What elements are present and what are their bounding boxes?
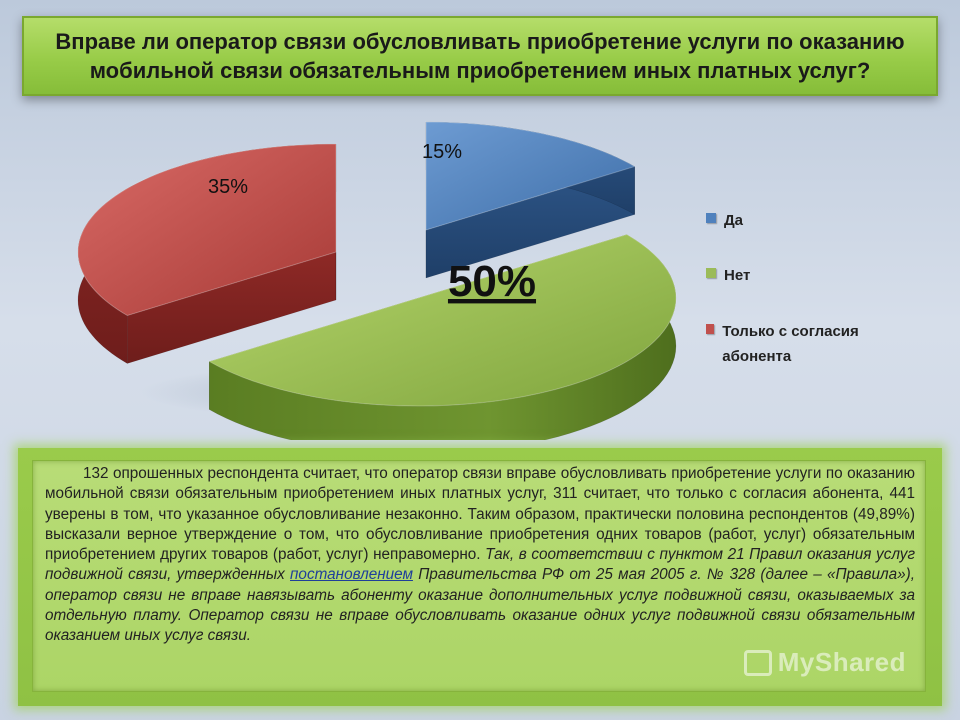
text-panel-inner: 132 опрошенных респондента считает, что … [32,460,926,692]
data-label-net: 50% [448,257,536,306]
page-title: Вправе ли оператор связи обусловливать п… [55,29,905,83]
postanovlenie-link[interactable]: постановлением [290,566,413,584]
legend-label-da: Да [724,212,744,229]
legend-item-da: Да [706,208,743,233]
data-label-consent: 35% [208,176,248,198]
watermark: MyShared [743,647,906,678]
rules-text-rest: Правительства РФ от 25 мая 2005 г. № 328… [45,566,916,645]
myshared-logo-icon [743,649,772,676]
title-box: Вправе ли оператор связи обусловливать п… [22,16,938,96]
pie-slice-net [208,233,677,440]
text-panel: 132 опрошенных респондента считает, что … [18,448,942,706]
survey-results-text: 132 опрошенных респондента считает, что … [45,465,915,564]
legend-label-net: Нет [724,267,751,284]
legend-swatch-net [706,268,716,278]
legend-label-consent: Только с согласия абонента [722,323,859,365]
pie-slice-consent [77,143,337,364]
pie-chart: 15% 50% 35% [77,121,677,440]
body-paragraph: 132 опрошенных респондента считает, что … [45,464,915,647]
legend-swatch-da [706,213,716,223]
legend-item-net: Нет [706,263,750,288]
pie-slice-da [425,121,636,279]
legend-swatch-consent [706,324,715,334]
data-label-da: 15% [422,141,462,163]
watermark-text: MyShared [777,647,906,677]
legend-item-consent: Только с согласия абонента [706,319,896,369]
rules-text-intro: Так, в соответствии с пунктом 21 Правил … [45,546,915,584]
